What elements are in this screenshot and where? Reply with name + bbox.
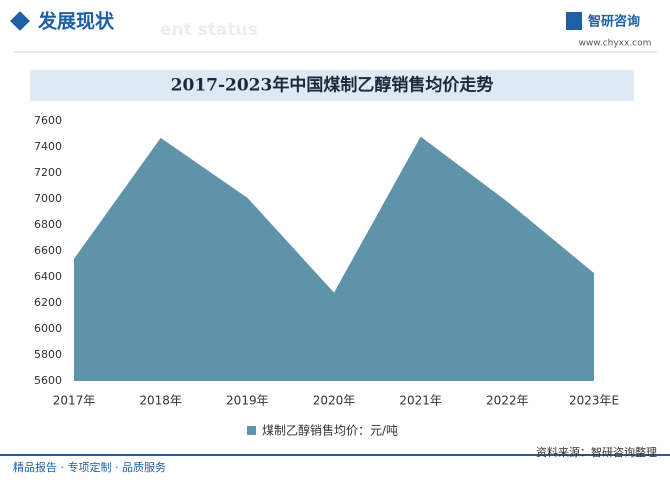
y-tick-label: 7600 <box>34 114 62 127</box>
x-tick-label: 2022年 <box>486 394 529 408</box>
x-tick-label: 2021年 <box>399 394 442 408</box>
x-tick-label: 2020年 <box>313 394 356 408</box>
header-icon <box>10 11 30 31</box>
y-tick-label: 5600 <box>34 374 62 387</box>
y-tick-label: 7400 <box>34 140 62 153</box>
header-title: 发展现状 <box>37 10 115 33</box>
area <box>74 136 594 381</box>
y-tick-label: 7000 <box>34 192 62 205</box>
x-tick-label: 2017年 <box>53 394 96 408</box>
footer-left: 精品报告 · 专项定制 · 品质服务 <box>13 460 166 474</box>
y-tick-label: 6600 <box>34 244 62 257</box>
logo-name: 智研咨询 <box>588 14 640 30</box>
x-tick-label: 2019年 <box>226 394 269 408</box>
x-tick-label: 2023年E <box>569 394 619 408</box>
logo-icon <box>566 12 582 30</box>
y-tick-label: 6400 <box>34 270 62 283</box>
chart-title: 2017-2023年中国煤制乙醇销售均价走势 <box>171 75 494 96</box>
y-tick-label: 6000 <box>34 322 62 335</box>
y-tick-label: 5800 <box>34 348 62 361</box>
legend-label: 煤制乙醇销售均价：元/吨 <box>262 423 398 438</box>
y-tick-label: 7200 <box>34 166 62 179</box>
y-tick-label: 6800 <box>34 218 62 231</box>
logo-url: www.chyxx.com <box>579 39 652 49</box>
header-watermark: ent status <box>160 20 258 40</box>
legend-swatch <box>247 426 256 435</box>
title-bar <box>30 70 634 101</box>
x-tick-label: 2018年 <box>139 394 182 408</box>
y-tick-label: 6200 <box>34 296 62 309</box>
footer-source: 资料来源：智研咨询整理 <box>536 445 657 459</box>
